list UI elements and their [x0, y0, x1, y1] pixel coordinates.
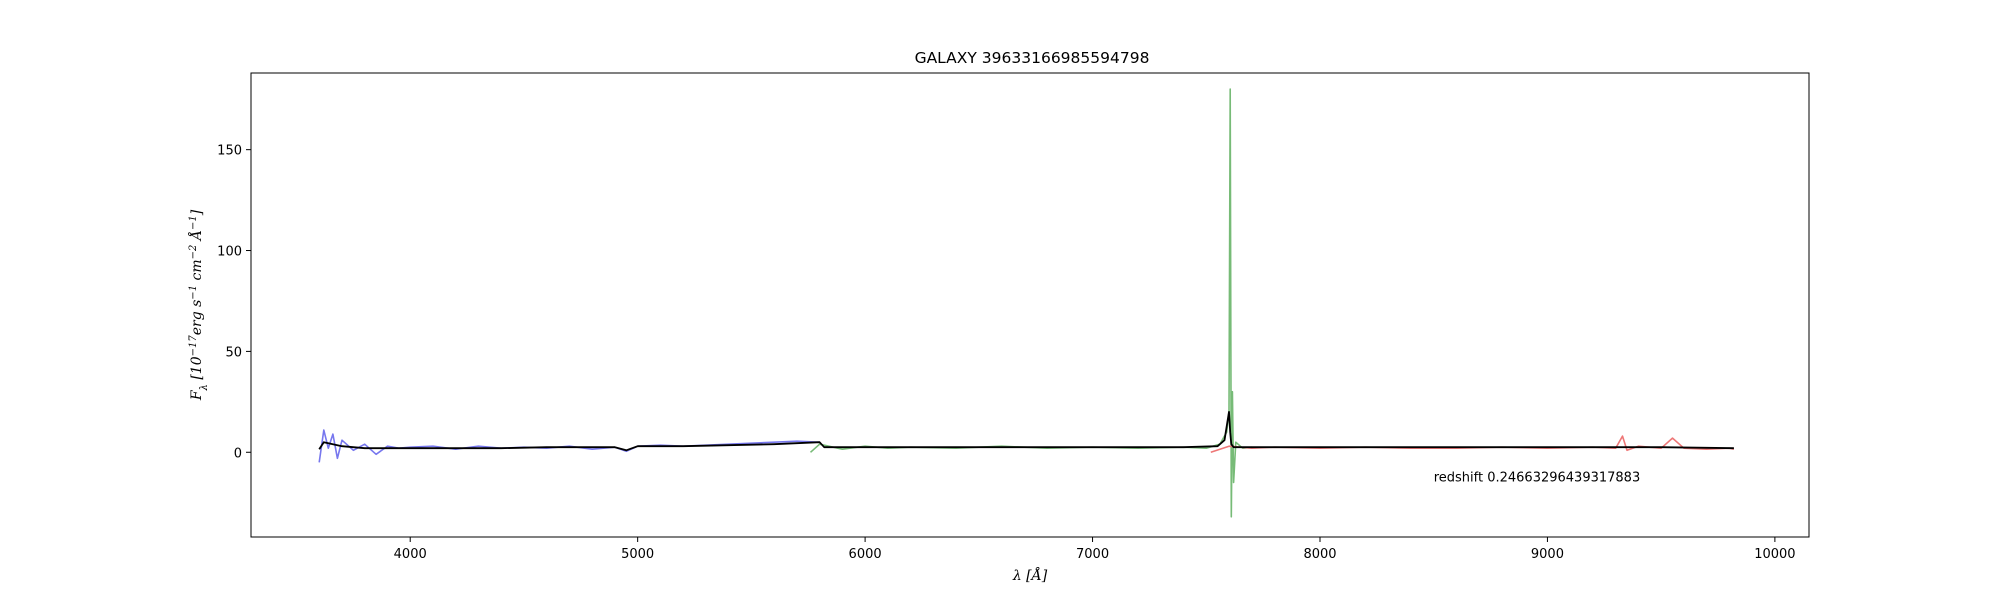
x-tick-label: 6000	[849, 547, 882, 562]
y-axis-label: Fλ [10−17erg s−1 cm−2 Å−1]	[187, 209, 210, 401]
y-tick-label: 100	[217, 245, 242, 260]
model-series	[318, 410, 1734, 452]
x-tick-label: 4000	[394, 547, 427, 562]
x-axis-label: λ [Å]	[1012, 566, 1048, 584]
x-tick-label: 10000	[1754, 547, 1795, 562]
plot-frame	[250, 72, 1810, 538]
spectrum-series-r	[809, 88, 1252, 518]
y-tick-label: 150	[217, 144, 242, 159]
plot-area	[318, 88, 1735, 518]
spectrum-series-z	[1210, 435, 1735, 454]
x-tick-label: 7000	[1076, 547, 1109, 562]
redshift-annotation: redshift 0.24663296439317883	[1434, 470, 1641, 485]
x-tick-label: 8000	[1303, 547, 1336, 562]
x-axis: 4000 5000 6000 7000 8000 9000 10000	[394, 537, 1796, 562]
y-axis: 0 50 100 150	[217, 144, 251, 461]
chart-title: GALAXY 39633166985594798	[915, 49, 1150, 67]
x-tick-label: 5000	[621, 547, 654, 562]
y-tick-label: 0	[234, 446, 242, 461]
spectrum-series-b	[318, 429, 820, 463]
y-tick-label: 50	[225, 345, 242, 360]
x-tick-label: 9000	[1531, 547, 1564, 562]
